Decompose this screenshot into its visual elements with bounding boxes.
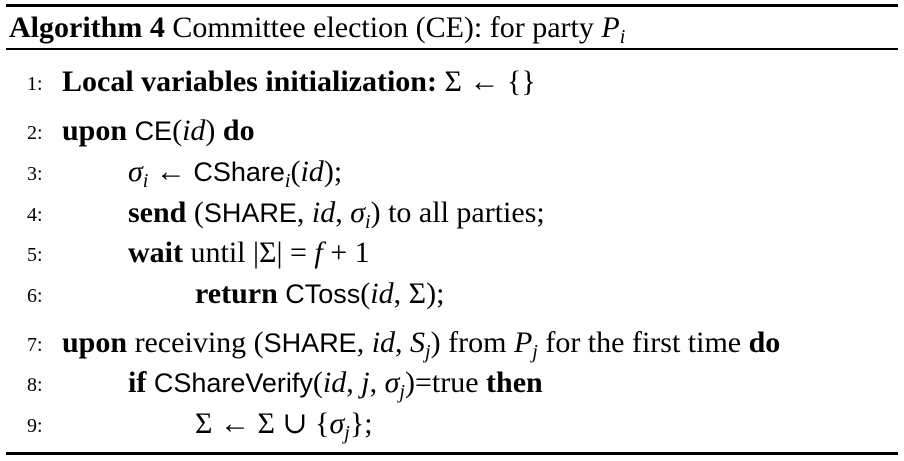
party-subscript: i	[619, 26, 626, 48]
algorithm-line-3: 3: σi ← CSharei(id);	[0, 152, 904, 192]
line-content: upon receiving (SHARE, id, Sj) from Pj f…	[62, 326, 781, 363]
line-content: wait until |Σ| = f + 1	[128, 236, 370, 269]
line-content: Local variables initialization: Σ ← {}	[62, 65, 536, 98]
top-rule	[6, 4, 898, 7]
line-number: 9:	[27, 415, 43, 437]
line-number: 6:	[27, 285, 43, 307]
algorithm-line-5: 5: wait until |Σ| = f + 1	[0, 233, 904, 273]
line-content: σi ← CSharei(id);	[128, 155, 343, 192]
algorithm-caption: Algorithm 4 Committee election (CE): for…	[9, 7, 625, 48]
line-content: Σ ← Σ ∪ {σj};	[195, 407, 373, 444]
algorithm-line-4: 4: send (SHARE, id, σi) to all parties;	[0, 193, 904, 233]
algorithm-line-2: 2: upon CE(id) do	[0, 111, 904, 151]
algorithm-line-9: 9: Σ ← Σ ∪ {σj};	[0, 404, 904, 444]
bottom-rule	[6, 452, 898, 455]
caption-rule	[6, 48, 898, 50]
algorithm-title: Committee election (CE): for party	[172, 11, 602, 44]
line-content: send (SHARE, id, σi) to all parties;	[128, 196, 545, 233]
line-number: 2:	[27, 122, 43, 144]
line-number: 7:	[27, 334, 43, 356]
algorithm-line-1: 1: Local variables initialization: Σ ← {…	[0, 62, 904, 102]
algorithm-line-6: 6: return CToss(id, Σ);	[0, 274, 904, 314]
line-number: 5:	[27, 244, 43, 266]
algorithm-line-7: 7: upon receiving (SHARE, id, Sj) from P…	[0, 323, 904, 363]
line-number: 8:	[27, 374, 43, 396]
line-content: if CShareVerify(id, j, σj)=true then	[128, 366, 543, 403]
line-content: upon CE(id) do	[62, 114, 255, 147]
party-symbol: P	[601, 11, 620, 44]
algorithm-label: Algorithm 4	[9, 11, 165, 44]
line-number: 1:	[27, 73, 43, 95]
line-number: 4:	[27, 204, 43, 226]
line-number: 3:	[27, 163, 43, 185]
line-content: return CToss(id, Σ);	[195, 277, 445, 310]
algorithm-line-8: 8: if CShareVerify(id, j, σj)=true then	[0, 363, 904, 403]
